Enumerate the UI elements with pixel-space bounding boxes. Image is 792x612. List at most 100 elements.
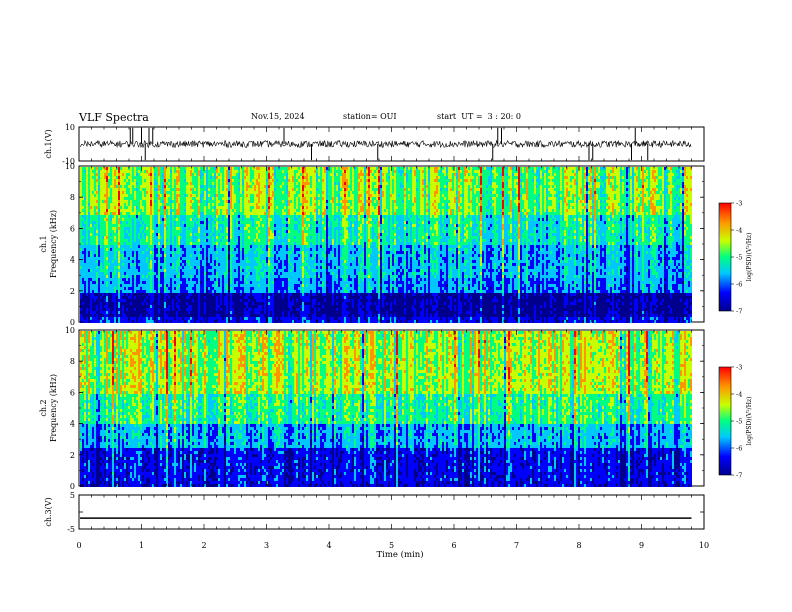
spectrogram-cell xyxy=(230,311,232,314)
spectrogram-cell xyxy=(230,257,232,260)
spectrogram-cell xyxy=(92,272,94,275)
spectrogram-cell xyxy=(228,263,230,266)
spectrogram-cell xyxy=(240,170,242,173)
spectrogram-cell xyxy=(102,176,104,179)
spectrogram-cell xyxy=(116,257,118,260)
spectrogram-cell xyxy=(172,179,174,182)
spectrogram-cell xyxy=(130,176,132,179)
spectrogram-cell xyxy=(226,197,228,200)
spectrogram-cell xyxy=(112,173,114,176)
spectrogram-cell xyxy=(102,230,104,233)
spectrogram-cell xyxy=(88,278,90,281)
spectrogram-cell xyxy=(210,203,212,206)
spectrogram-cell xyxy=(128,245,130,248)
spectrogram-cell xyxy=(254,308,256,311)
spectrogram-cell xyxy=(84,227,86,230)
spectrogram-cell xyxy=(134,227,136,230)
spectrogram-cell xyxy=(100,173,102,176)
spectrogram-cell xyxy=(124,242,126,245)
spectrogram-cell xyxy=(246,197,248,200)
spectrogram-cell xyxy=(202,308,204,311)
spectrogram-cell xyxy=(160,197,162,200)
spectrogram-cell xyxy=(220,263,222,266)
spectrogram-cell xyxy=(196,209,198,212)
spectrogram-cell xyxy=(230,239,232,242)
spectrogram-cell xyxy=(88,290,90,293)
spectrogram-cell xyxy=(98,275,100,278)
spectrogram-cell xyxy=(260,320,262,323)
spectrogram-cell xyxy=(104,176,106,179)
spectrogram-cell xyxy=(200,212,202,215)
spectrogram-cell xyxy=(142,227,144,230)
spectrogram-cell xyxy=(114,221,116,224)
spectrogram-cell xyxy=(264,311,266,314)
spectrogram-cell xyxy=(216,182,218,185)
spectrogram-cell xyxy=(156,275,158,278)
spectrogram-cell xyxy=(92,239,94,242)
spectrogram-cell xyxy=(160,239,162,242)
spectrogram-cell xyxy=(260,248,262,251)
spectrogram-cell xyxy=(212,197,214,200)
spectrogram-cell xyxy=(166,215,168,218)
spectrogram-cell xyxy=(208,305,210,308)
spectrogram-cell xyxy=(196,263,198,266)
spectrogram-cell xyxy=(134,257,136,260)
spectrogram-cell xyxy=(156,290,158,293)
spectrogram-cell xyxy=(136,200,138,203)
spectrogram-cell xyxy=(238,167,240,170)
spectrogram-cell xyxy=(262,320,264,323)
spectrogram-cell xyxy=(240,227,242,230)
spectrogram-cell xyxy=(140,233,142,236)
spectrogram-cell xyxy=(86,251,88,254)
spectrogram-cell xyxy=(96,197,98,200)
spectrogram-cell xyxy=(114,245,116,248)
spectrogram-cell xyxy=(100,317,102,320)
spectrogram-cell xyxy=(200,263,202,266)
spectrogram-cell xyxy=(204,188,206,191)
spectrogram-cell xyxy=(132,179,134,182)
spectrogram-cell xyxy=(212,305,214,308)
spectrogram-cell xyxy=(132,266,134,269)
spectrogram-cell xyxy=(258,314,260,317)
spectrogram-cell xyxy=(266,275,268,278)
spectrogram-cell xyxy=(118,206,120,209)
spectrogram-cell xyxy=(116,167,118,170)
spectrogram-cell xyxy=(182,290,184,293)
spectrogram-cell xyxy=(124,188,126,191)
spectrogram-cell xyxy=(184,278,186,281)
spectrogram-cell xyxy=(206,272,208,275)
spectrogram-cell xyxy=(152,263,154,266)
spectrogram-cell xyxy=(152,188,154,191)
spectrogram-cell xyxy=(122,317,124,320)
spectrogram-cell xyxy=(100,290,102,293)
spectrogram-cell xyxy=(102,299,104,302)
spectrogram-cell xyxy=(206,299,208,302)
spectrogram-cell xyxy=(226,260,228,263)
spectrogram-cell xyxy=(98,176,100,179)
spectrogram-cell xyxy=(218,296,220,299)
spectrogram-cell xyxy=(200,284,202,287)
spectrogram-cell xyxy=(234,308,236,311)
spectrogram-cell xyxy=(172,209,174,212)
spectrogram-cell xyxy=(214,257,216,260)
spectrogram-cell xyxy=(180,221,182,224)
spectrogram-cell xyxy=(144,224,146,227)
spectrogram-cell xyxy=(244,269,246,272)
spectrogram-cell xyxy=(132,218,134,221)
spectrogram-cell xyxy=(144,227,146,230)
spectrogram-cell xyxy=(108,275,110,278)
spectrogram-cell xyxy=(124,200,126,203)
spectrogram-cell xyxy=(90,230,92,233)
spectrogram-cell xyxy=(102,200,104,203)
spectrogram-cell xyxy=(258,245,260,248)
spectrogram-cell xyxy=(170,254,172,257)
spectrogram-cell xyxy=(160,200,162,203)
spectrogram-cell xyxy=(170,317,172,320)
spectrogram-cell xyxy=(122,275,124,278)
spectrogram-cell xyxy=(148,263,150,266)
spectrogram-cell xyxy=(168,224,170,227)
spectrogram-cell xyxy=(100,269,102,272)
spectrogram-cell xyxy=(88,293,90,296)
spectrogram-cell xyxy=(176,317,178,320)
spectrogram-cell xyxy=(264,212,266,215)
